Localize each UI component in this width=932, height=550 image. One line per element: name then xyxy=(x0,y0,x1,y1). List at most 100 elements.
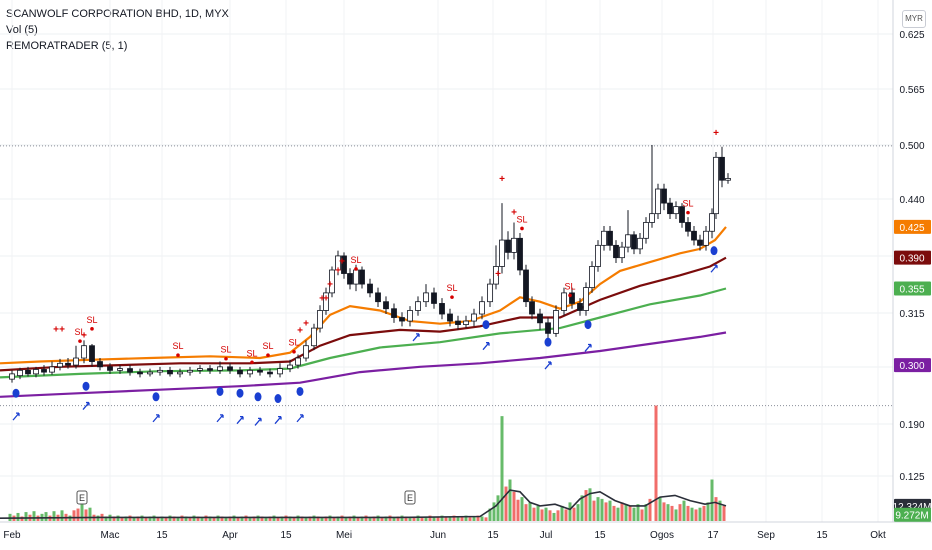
volume-bar xyxy=(654,405,658,521)
volume-bar xyxy=(690,507,694,521)
volume-bar xyxy=(460,516,464,521)
signal-dot xyxy=(296,386,304,396)
volume-bar xyxy=(272,515,276,521)
y-tick-label: 0.315 xyxy=(899,309,924,320)
volume-bar xyxy=(84,509,88,521)
volume-bar xyxy=(120,517,124,521)
candle-body xyxy=(661,188,667,204)
volume-bar xyxy=(580,495,584,521)
signal-arrow xyxy=(482,342,490,351)
volume-bar xyxy=(706,502,710,521)
signal-dot xyxy=(274,394,282,404)
candle-body xyxy=(41,369,47,373)
currency-button[interactable]: MYR xyxy=(902,10,926,28)
volume-bar xyxy=(636,504,640,521)
volume-bar xyxy=(240,516,244,521)
x-tick-label: Okt xyxy=(870,530,886,541)
earnings-mark-label: E xyxy=(79,493,85,503)
volume-bar xyxy=(372,516,376,521)
volume-bar xyxy=(524,504,528,521)
volume-bar xyxy=(140,515,144,521)
volume-bar xyxy=(152,515,156,521)
y-tick-label: 0.500 xyxy=(899,141,924,152)
volume-bar xyxy=(528,502,532,521)
candle-body xyxy=(341,255,347,274)
volume-bar xyxy=(476,515,480,521)
series-line-vol-ma xyxy=(0,489,727,519)
entry-plus-marker: + xyxy=(303,318,309,329)
signal-arrow xyxy=(254,417,262,426)
series-line-ema-mid xyxy=(0,256,727,372)
candle-body xyxy=(439,303,445,315)
volume-bar xyxy=(484,517,488,521)
volume-bar xyxy=(224,517,228,521)
volume-bar xyxy=(572,507,576,521)
candle-body xyxy=(601,230,607,246)
volume-bar xyxy=(424,516,428,521)
volume-bar xyxy=(714,497,718,521)
volume-bar xyxy=(256,515,260,521)
volume-bar xyxy=(368,517,372,521)
volume-bar xyxy=(76,508,80,521)
candle-body xyxy=(9,373,15,380)
sl-label: SL xyxy=(564,281,575,291)
volume-bar xyxy=(492,502,496,521)
candle-body xyxy=(447,313,453,322)
signal-dot xyxy=(254,392,262,402)
volume-bar xyxy=(710,479,714,521)
volume-bar xyxy=(228,516,232,521)
candle-body xyxy=(407,310,413,322)
volume-bar xyxy=(344,517,348,521)
candle-body xyxy=(287,364,293,369)
volume-bar xyxy=(540,509,544,521)
sl-dot xyxy=(292,349,296,354)
candle-body xyxy=(97,361,103,368)
entry-plus-marker: + xyxy=(327,280,333,291)
volume-bar xyxy=(360,516,364,521)
candle-body xyxy=(545,322,551,334)
volume-bar xyxy=(328,515,332,521)
candle-body xyxy=(703,230,709,246)
candle-body xyxy=(311,327,317,347)
volume-bar xyxy=(520,497,524,521)
signal-arrow xyxy=(296,414,304,423)
sl-dot xyxy=(176,353,180,358)
volume-bar xyxy=(432,517,436,521)
volume-bar xyxy=(292,517,296,521)
sl-label: SL xyxy=(516,214,527,224)
volume-bar xyxy=(516,499,520,521)
volume-bar xyxy=(420,517,424,521)
candle-body xyxy=(537,313,543,324)
volume-bar xyxy=(678,504,682,521)
candle-body xyxy=(237,369,243,375)
volume-bar xyxy=(32,511,36,521)
volume-bar xyxy=(536,505,540,521)
y-tick-label: 0.565 xyxy=(899,85,924,96)
volume-bar xyxy=(628,505,632,521)
y-tick-label: 0.190 xyxy=(899,420,924,431)
signal-dot xyxy=(236,388,244,398)
candle-body xyxy=(367,283,373,294)
candle-body xyxy=(25,369,31,375)
volume-bar xyxy=(384,516,388,521)
candle-body xyxy=(505,239,511,253)
signal-dot xyxy=(584,320,592,330)
volume-bar xyxy=(348,516,352,521)
candle-body xyxy=(667,202,673,215)
volume-bar xyxy=(620,502,624,521)
signal-arrow xyxy=(216,414,224,423)
volume-bar xyxy=(568,502,572,521)
candle-body xyxy=(329,269,335,294)
volume-bar xyxy=(216,515,220,521)
volume-bar xyxy=(324,516,328,521)
volume-bar xyxy=(718,500,722,521)
volume-bar xyxy=(508,479,512,521)
sl-label: SL xyxy=(262,341,273,351)
volume-bar xyxy=(284,515,288,521)
candle-body xyxy=(583,287,589,311)
volume-bar xyxy=(308,516,312,521)
volume-bar xyxy=(666,504,670,521)
sl-label: SL xyxy=(246,348,257,358)
candle-body xyxy=(511,237,517,253)
